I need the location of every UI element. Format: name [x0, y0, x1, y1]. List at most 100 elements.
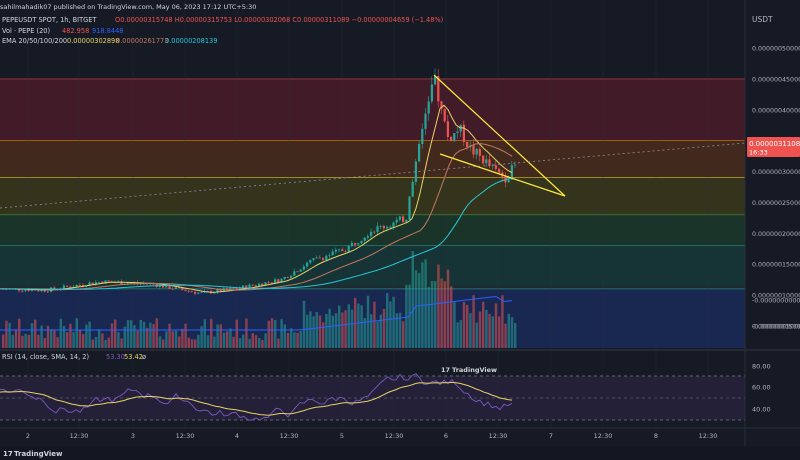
rsi-axis-label: 80.00 [752, 363, 771, 371]
volume-bar [482, 301, 485, 348]
symbol-info[interactable]: PEPEUSDT SPOT, 1h, BITGET [2, 16, 97, 24]
candle-body [200, 292, 203, 294]
ema-legend-label[interactable]: EMA 20/50/100/200 [2, 37, 67, 45]
candle-body [424, 113, 427, 129]
volume-bar [232, 336, 235, 348]
candle-body [69, 286, 72, 288]
volume-bar [472, 295, 475, 348]
chart-grid [27, 0, 709, 428]
candle-body [110, 281, 113, 283]
time-axis-label: 12:30 [176, 432, 195, 440]
volume-bar [299, 330, 302, 348]
volume-bar [290, 328, 293, 348]
wedge-upper-line[interactable] [433, 74, 566, 197]
rsi-line [0, 373, 513, 421]
candle-body [184, 289, 187, 292]
time-axis-label: 7 [549, 432, 553, 440]
candle-body [235, 288, 238, 290]
volume-bar [501, 295, 504, 348]
candle-body [494, 165, 497, 169]
candle-body [488, 159, 491, 166]
time-axis[interactable]: 2 12:30 3 12:30 4 12:30 5 12:30 6 12:30 7 12:30 8 12:… [26, 432, 717, 440]
volume-bar [376, 321, 379, 348]
volume-bar [488, 313, 491, 348]
candle-body [178, 287, 181, 289]
volume-bar [456, 322, 459, 348]
candle-body [398, 216, 401, 220]
volume-bar [328, 308, 331, 348]
candle-body [162, 284, 165, 288]
volume-bar [357, 303, 360, 348]
volume-bar [149, 322, 152, 348]
volume-bar [216, 324, 219, 348]
candle-body [24, 289, 27, 292]
candle-body [402, 216, 405, 223]
volume-bar [171, 331, 174, 348]
volume-bar [130, 320, 133, 348]
candle-body [270, 282, 273, 284]
candle-body [245, 285, 248, 289]
candle-body [328, 255, 331, 256]
volume-bar [405, 284, 408, 348]
candle-body [418, 143, 421, 162]
rsi-ma-value: 53.42 [124, 353, 143, 361]
candle-body [18, 288, 21, 291]
volume-bar [142, 321, 146, 348]
candle-body [427, 101, 430, 114]
volume-bar [21, 335, 24, 348]
candle-body [197, 292, 200, 294]
volume-bar [78, 329, 82, 348]
volume-bar [414, 270, 418, 348]
volume-bar [302, 300, 306, 348]
volume-bar [206, 335, 210, 348]
volume-bar [379, 314, 382, 348]
candle-body [238, 288, 241, 289]
candle-body [302, 266, 305, 270]
volume-bar [34, 319, 37, 348]
candle-body [347, 246, 350, 252]
volume-bar [82, 334, 85, 348]
candle-body [437, 76, 440, 102]
candle-body [168, 284, 171, 289]
candle-body [376, 226, 379, 233]
volume-bar [98, 329, 101, 348]
volume-bar [126, 320, 130, 348]
candle-body [21, 290, 24, 292]
volume-ma-value: 918.8448 [92, 27, 123, 35]
ohlc-values: O0.00000315748 H0.00000315753 L0.0000030… [115, 16, 443, 24]
currency-label: USDT [752, 15, 773, 24]
candle-body [414, 161, 417, 182]
price-axis-label: 0.000000150000 [752, 262, 800, 269]
ema50-line [0, 143, 513, 291]
candle-body [130, 282, 133, 284]
volume-bar [338, 305, 341, 348]
volume-bar [334, 313, 338, 348]
tradingview-watermark-text: TradingView [452, 366, 497, 374]
volume-bar [498, 316, 501, 348]
candle-body [466, 142, 469, 147]
candle-body [53, 287, 56, 290]
candle-body [462, 124, 465, 143]
volume-legend-label[interactable]: Vol · PEPE (20) [2, 27, 50, 35]
candle-body [366, 236, 369, 238]
candle-body [389, 226, 392, 228]
falling-wedge-drawing[interactable] [433, 74, 566, 197]
volume-bar [107, 337, 110, 348]
candle-body [293, 271, 296, 276]
time-axis-label: 6 [444, 432, 448, 440]
time-axis-label: 12:30 [489, 432, 508, 440]
time-axis-label: 12:30 [594, 432, 613, 440]
tradingview-logo-icon: 17 [441, 366, 450, 374]
candle-body [274, 279, 277, 284]
volume-bar [469, 313, 472, 348]
volume-bar [194, 339, 197, 348]
volume-bar [50, 329, 53, 348]
fib-zone [0, 285, 745, 290]
volume-bar [37, 334, 40, 348]
volume-bar [219, 324, 222, 348]
bottom-bar [0, 446, 800, 460]
rsi-legend-label[interactable]: RSI (14, close, SMA, 14, 2) [2, 353, 89, 361]
wedge-lower-line[interactable] [439, 153, 566, 197]
